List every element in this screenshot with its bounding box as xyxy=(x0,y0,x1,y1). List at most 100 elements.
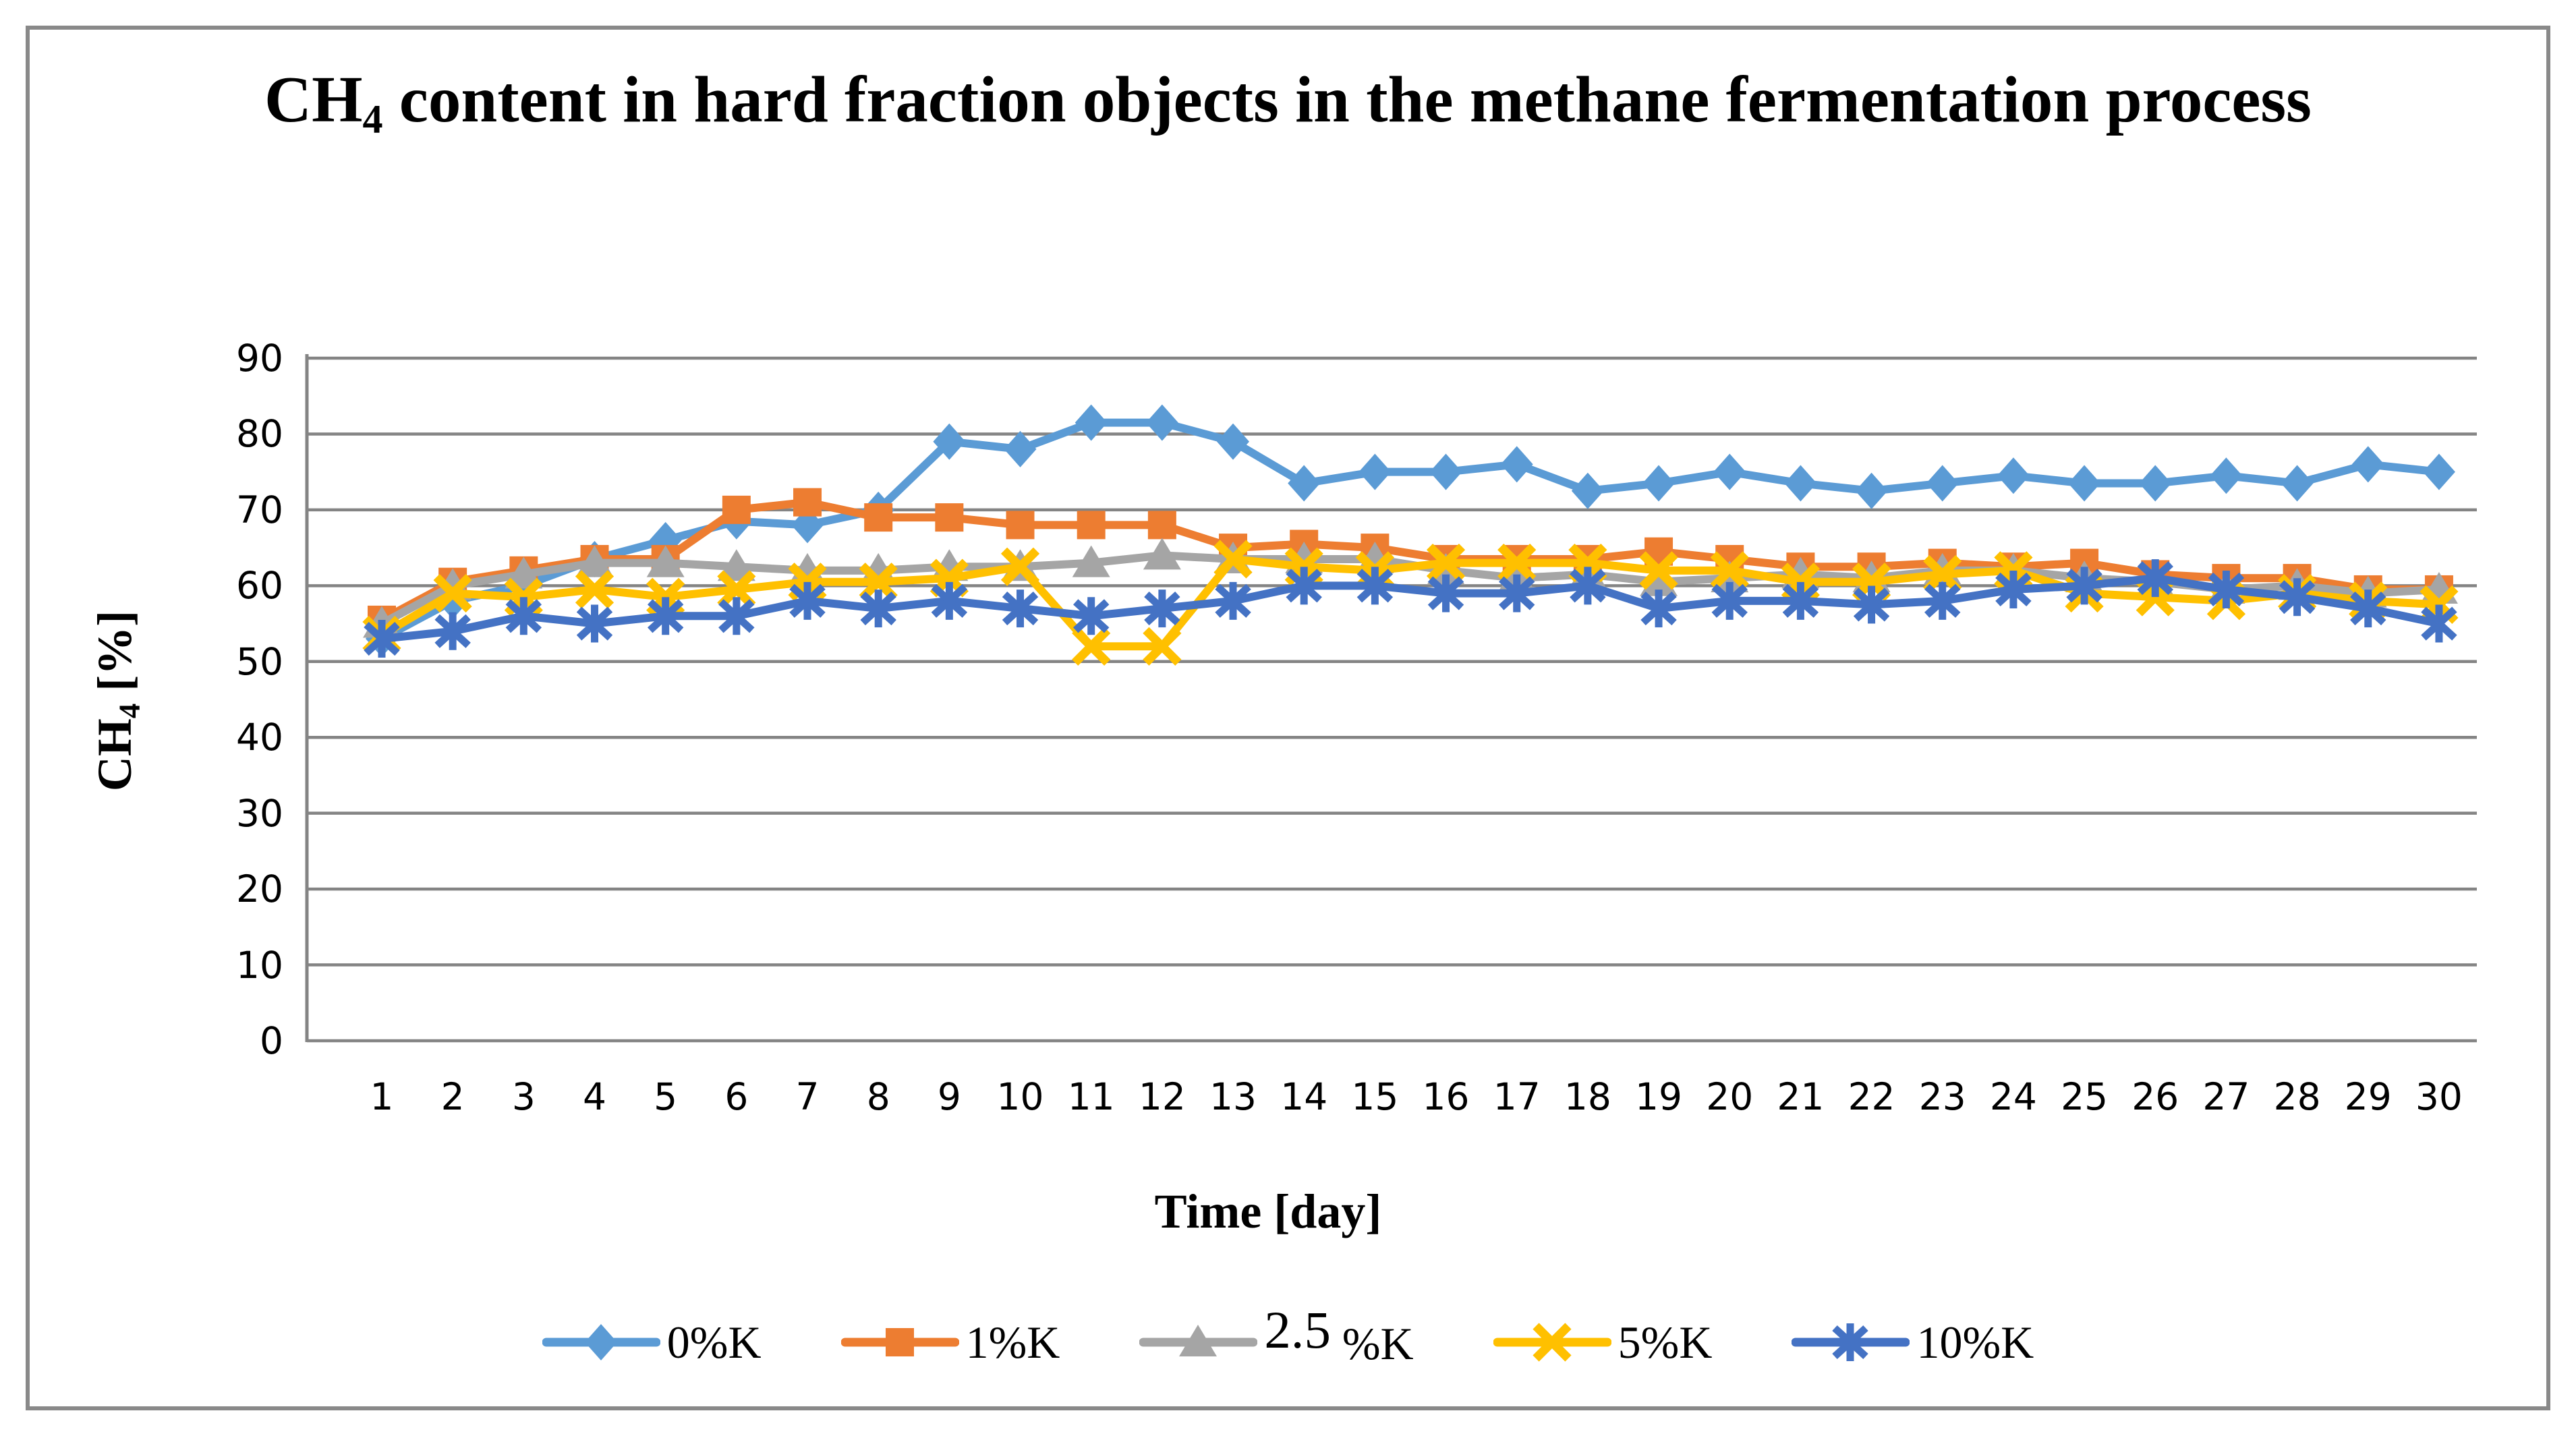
marker-x xyxy=(1426,544,1466,583)
legend-label: 1%K xyxy=(966,1316,1060,1369)
y-tick-label: 90 xyxy=(236,337,283,380)
legend-marker-glyph xyxy=(1533,1323,1572,1362)
legend-marker-glyph xyxy=(1832,1323,1869,1361)
legend-marker-glyph xyxy=(1179,1325,1218,1356)
marker-x xyxy=(1143,627,1182,666)
x-tick-label: 27 xyxy=(2202,1075,2250,1118)
legend-marker-diamond-icon xyxy=(542,1324,660,1360)
marker-diamond xyxy=(1571,472,1604,509)
y-tick-label: 10 xyxy=(236,943,283,987)
chart-title-text: CH xyxy=(264,63,363,136)
series-line-10%K xyxy=(378,574,2443,643)
marker-diamond xyxy=(2422,453,2455,490)
y-tick-label: 0 xyxy=(260,1019,283,1062)
marker-square xyxy=(864,503,893,532)
marker-asterisk xyxy=(576,604,613,643)
y-axis-title-text: [%] xyxy=(88,610,142,703)
marker-asterisk xyxy=(2208,570,2245,608)
marker-asterisk xyxy=(2279,578,2316,616)
marker-asterisk xyxy=(718,597,755,635)
marker-diamond xyxy=(1217,423,1250,460)
marker-x xyxy=(1923,554,1962,594)
marker-triangle xyxy=(646,545,685,577)
chart-title-text: content in hard fraction objects in the … xyxy=(382,63,2312,136)
marker-asterisk xyxy=(2066,567,2102,605)
marker-x xyxy=(859,563,898,602)
chart-title: CH4 content in hard fraction objects in … xyxy=(0,62,2576,144)
marker-diamond xyxy=(1358,453,1392,490)
legend-marker-x-icon xyxy=(1493,1323,1611,1362)
marker-square xyxy=(1006,511,1035,540)
marker-diamond xyxy=(1075,404,1108,441)
marker-triangle xyxy=(1143,538,1181,570)
marker-diamond xyxy=(1926,465,1959,502)
marker-asterisk xyxy=(1853,585,1890,624)
marker-diamond xyxy=(1784,465,1817,502)
x-tick-label: 26 xyxy=(2131,1075,2179,1118)
marker-x xyxy=(1000,547,1040,586)
y-axis-title: CH4 [%] xyxy=(86,463,146,938)
marker-asterisk xyxy=(1427,574,1464,612)
marker-asterisk xyxy=(1072,597,1110,635)
marker-asterisk xyxy=(1782,581,1819,620)
x-tick-label: 17 xyxy=(1493,1075,1541,1118)
marker-x xyxy=(717,570,756,609)
marker-triangle xyxy=(575,545,614,577)
marker-diamond xyxy=(1288,465,1321,502)
marker-triangle xyxy=(1640,564,1678,596)
marker-diamond xyxy=(1642,465,1676,502)
legend-label: 2.5 %K xyxy=(1264,1301,1413,1373)
chart-legend: 0%K 1%K 2.5 %K 5%K 10%K xyxy=(0,1295,2576,1389)
legend-label-text: 2.5 xyxy=(1264,1300,1331,1360)
x-tick-label: 23 xyxy=(1918,1075,1966,1118)
legend-label-text: 1%K xyxy=(965,1316,1060,1368)
marker-asterisk xyxy=(1144,590,1180,628)
marker-x xyxy=(1497,544,1537,583)
marker-diamond xyxy=(1713,453,1746,490)
marker-diamond xyxy=(1855,472,1888,509)
marker-x xyxy=(1710,551,1749,590)
legend-marker-square-icon xyxy=(840,1328,959,1356)
x-axis-title: Time [day] xyxy=(1154,1184,1382,1238)
marker-asterisk xyxy=(1924,581,1961,620)
legend-label-text: 10%K xyxy=(1916,1316,2034,1368)
marker-x xyxy=(575,570,614,609)
marker-asterisk xyxy=(1995,570,2032,608)
x-tick-label: 22 xyxy=(1848,1075,1895,1118)
x-tick-label: 3 xyxy=(511,1075,536,1118)
marker-square xyxy=(793,488,822,517)
y-tick-label: 20 xyxy=(236,867,283,911)
x-tick-label: 1 xyxy=(370,1075,394,1118)
x-tick-label: 28 xyxy=(2273,1075,2321,1118)
marker-diamond xyxy=(2068,465,2101,502)
marker-diamond xyxy=(1145,404,1178,441)
legend-item-1%K: 1%K xyxy=(840,1315,1060,1369)
y-axis-title-text: CH xyxy=(88,718,142,792)
x-tick-label: 25 xyxy=(2061,1075,2109,1118)
marker-asterisk xyxy=(505,597,542,635)
y-tick-label: 40 xyxy=(236,716,283,759)
x-tick-label: 8 xyxy=(866,1075,890,1118)
legend-item-10%K: 10%K xyxy=(1792,1315,2034,1369)
legend-label: 5%K xyxy=(1618,1316,1713,1369)
marker-asterisk xyxy=(1499,574,1535,612)
marker-asterisk xyxy=(789,581,826,620)
legend-item-2.5 %K: 2.5 %K xyxy=(1139,1301,1414,1373)
x-tick-label: 10 xyxy=(996,1075,1044,1118)
marker-asterisk xyxy=(1286,567,1322,605)
marker-square xyxy=(1077,511,1106,540)
x-tick-label: 16 xyxy=(1422,1075,1470,1118)
x-tick-label: 4 xyxy=(583,1075,606,1118)
figure-border xyxy=(26,26,2550,1410)
chart-title-text: 4 xyxy=(362,96,383,142)
legend-marker-glyph xyxy=(584,1324,617,1360)
x-tick-label: 15 xyxy=(1351,1075,1399,1118)
marker-diamond xyxy=(1004,430,1037,467)
legend-item-0%K: 0%K xyxy=(542,1315,762,1369)
marker-asterisk xyxy=(1002,590,1039,628)
marker-x xyxy=(1213,540,1253,579)
marker-asterisk xyxy=(1711,581,1748,620)
x-tick-label: 7 xyxy=(795,1075,820,1118)
